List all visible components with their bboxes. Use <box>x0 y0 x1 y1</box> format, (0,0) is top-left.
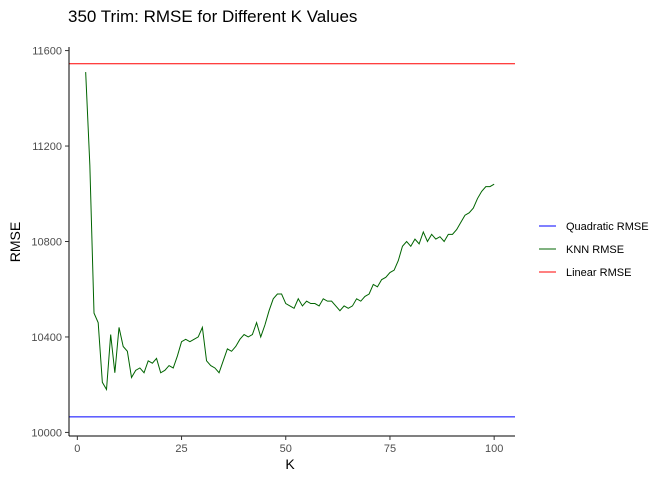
x-tick-label-25: 25 <box>175 443 187 455</box>
y-tick-label-11600: 11600 <box>32 46 62 58</box>
y-axis-title: RMSE <box>7 222 23 262</box>
legend-label-quadratic-rmse: Quadratic RMSE <box>566 221 649 233</box>
plot-area <box>69 63 515 418</box>
legend-label-linear-rmse: Linear RMSE <box>566 267 631 279</box>
y-tick-label-10800: 10800 <box>31 237 62 249</box>
x-tick-label-50: 50 <box>280 443 292 455</box>
y-tick-label-10000: 10000 <box>31 427 62 439</box>
legend-label-knn-rmse: KNN RMSE <box>566 244 624 256</box>
y-tick-label-11200: 11200 <box>32 141 62 153</box>
legend: Quadratic RMSE KNN RMSE Linear RMSE <box>539 221 649 279</box>
x-tick-label-0: 0 <box>74 443 80 455</box>
y-tick-label-10400: 10400 <box>31 332 62 344</box>
x-tick-label-75: 75 <box>384 443 396 455</box>
x-tick-label-100: 100 <box>485 443 503 455</box>
x-axis-title: K <box>285 456 295 472</box>
knn-rmse-series-line <box>85 72 495 392</box>
x-axis: 0 25 50 75 100 <box>69 435 515 455</box>
y-axis: 10000 10400 10800 11200 11600 <box>31 46 70 439</box>
chart-title: 350 Trim: RMSE for Different K Values <box>68 7 357 26</box>
